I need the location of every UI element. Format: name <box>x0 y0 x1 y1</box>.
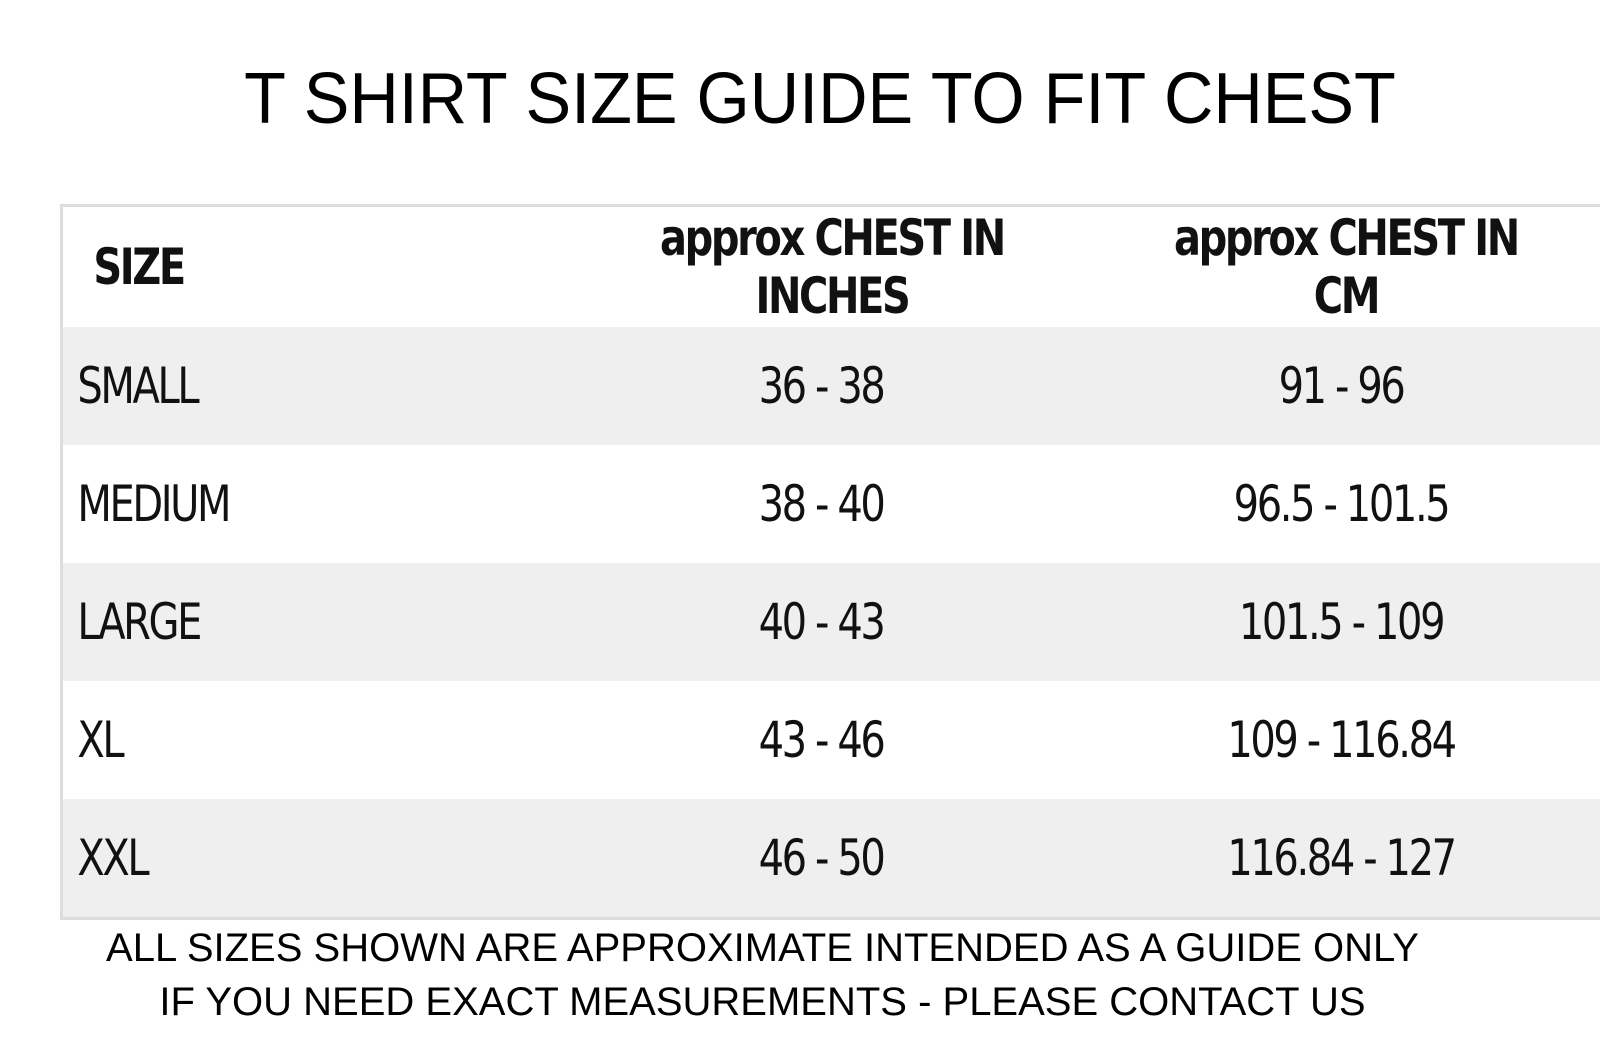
table-cell: LARGE <box>77 593 202 651</box>
table-cell: SIZE <box>93 238 186 296</box>
table-row: SMALL 36 - 38 91 - 96 <box>63 327 1600 445</box>
table-row: LARGE 40 - 43 101.5 - 109 <box>63 563 1600 681</box>
table-cell: 101.5 - 109 <box>1238 593 1446 651</box>
table-cell: approx CHEST IN INCHES <box>660 209 1006 325</box>
size-table: SIZE approx CHEST IN INCHES approx CHEST I… <box>60 204 1600 920</box>
table-cell: MEDIUM <box>77 475 231 533</box>
table-cell: SMALL <box>77 357 199 415</box>
table-cell: 36 - 38 <box>758 357 886 415</box>
table-row: MEDIUM 38 - 40 96.5 - 101.5 <box>63 445 1600 563</box>
table-row: XL 43 - 46 109 - 116.84 <box>63 681 1600 799</box>
table-cell: approx CHEST IN CM <box>1174 209 1520 325</box>
table-cell: 116.84 - 127 <box>1227 829 1457 887</box>
table-cell: XXL <box>77 829 149 887</box>
table-cell: 38 - 40 <box>758 475 886 533</box>
table-row: SIZE approx CHEST IN INCHES approx CHEST I… <box>63 207 1600 327</box>
table-cell: 109 - 116.84 <box>1227 711 1457 769</box>
title: T SHIRT SIZE GUIDE TO FIT CHEST <box>244 59 1396 139</box>
footer-line: IF YOU NEED EXACT MEASUREMENTS - PLEASE … <box>159 980 1366 1024</box>
table-row: XXL 46 - 50 116.84 - 127 <box>63 799 1600 917</box>
table-cell: 46 - 50 <box>758 829 886 887</box>
table-cell: XL <box>77 711 124 769</box>
table-cell: 43 - 46 <box>758 711 886 769</box>
footer-line: ALL SIZES SHOWN ARE APPROXIMATE INTENDED… <box>106 926 1419 970</box>
table-cell: 91 - 96 <box>1278 357 1406 415</box>
table-cell: 96.5 - 101.5 <box>1233 475 1451 533</box>
table-cell: 40 - 43 <box>758 593 886 651</box>
